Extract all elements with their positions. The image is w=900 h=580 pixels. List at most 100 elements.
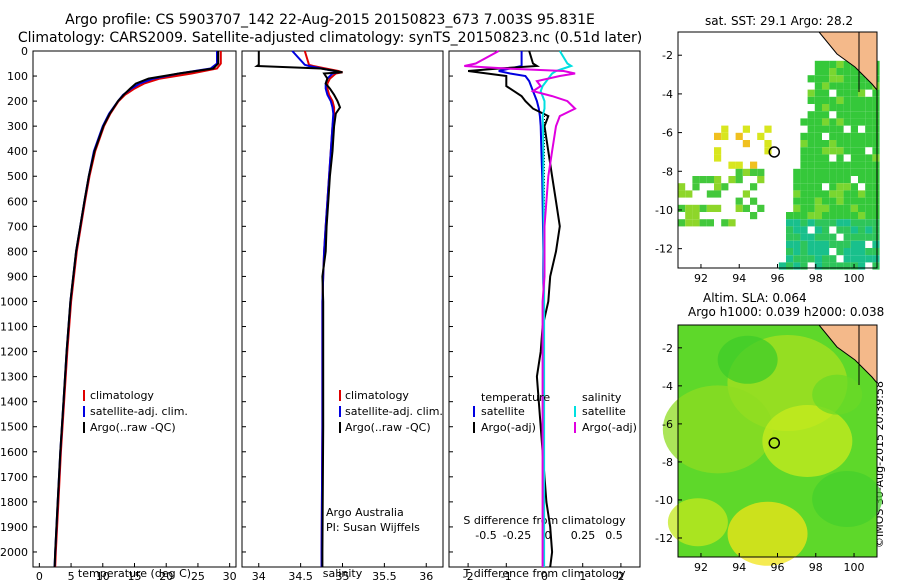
salinity-legend-label: climatology <box>345 389 409 402</box>
difference-tick-label: 0 <box>541 570 548 580</box>
temperature-tick-label: 25 <box>191 570 205 580</box>
map-lon-tick-label: 94 <box>732 272 746 285</box>
sst-pixel <box>714 154 722 162</box>
argo-australia-note: Argo Australia <box>326 506 404 519</box>
sst-pixel <box>822 60 830 68</box>
sst-pixel <box>865 168 873 176</box>
legend-heading-salinity: salinity <box>582 391 622 404</box>
sst-pixel <box>742 125 750 133</box>
difference-line-s-satellite <box>539 50 574 567</box>
sst-pixel <box>750 168 758 176</box>
temperature-legend-label: satellite-adj. clim. <box>90 405 188 418</box>
sst-pixel <box>735 176 743 184</box>
map-lat-tick-label: -10 <box>655 494 673 507</box>
sla-anomaly-blob <box>762 405 853 477</box>
map-lon-tick-label: 100 <box>844 272 865 285</box>
sst-pixel <box>735 161 743 169</box>
sst-pixel <box>728 161 736 169</box>
salinity-tick-label: 36 <box>419 570 433 580</box>
sst-pixel <box>850 111 858 119</box>
sst-pixel <box>843 183 851 191</box>
depth-tick-label: 2000 <box>0 546 28 559</box>
sst-pixel <box>850 219 858 227</box>
sst-pixel <box>800 183 808 191</box>
sst-pixel <box>735 204 743 212</box>
sst-pixel <box>714 176 722 184</box>
sst-pixel <box>807 219 815 227</box>
sst-pixel <box>764 140 772 148</box>
sst-pixel <box>793 197 801 205</box>
temperature-tick-label: 15 <box>128 570 142 580</box>
sst-pixel <box>829 262 837 270</box>
map-lat-tick-label: -12 <box>655 532 673 545</box>
sst-pixel <box>858 262 866 270</box>
sst-pixel <box>865 219 873 227</box>
sst-pixel <box>858 147 866 155</box>
sst-pixel <box>843 248 851 256</box>
sst-pixel <box>829 161 837 169</box>
sst-pixel <box>685 204 693 212</box>
sst-pixel <box>685 190 693 198</box>
sst-pixel <box>721 219 729 227</box>
sst-pixel <box>865 226 873 234</box>
sst-pixel <box>865 118 873 126</box>
sst-pixel <box>858 96 866 104</box>
sst-pixel <box>822 140 830 148</box>
sst-pixel <box>807 255 815 263</box>
map-lat-tick-label: -6 <box>662 127 673 140</box>
sst-pixel <box>829 204 837 212</box>
depth-tick-label: 500 <box>7 170 28 183</box>
sst-pixel <box>836 248 844 256</box>
sst-pixel <box>850 125 858 133</box>
sst-pixel <box>858 248 866 256</box>
sst-pixel <box>850 89 858 97</box>
sst-pixel <box>735 168 743 176</box>
sst-pixel <box>850 233 858 241</box>
sst-pixel <box>814 161 822 169</box>
sst-pixel <box>865 248 873 256</box>
sst-pixel <box>807 96 815 104</box>
depth-tick-label: 1200 <box>0 346 28 359</box>
sst-pixel <box>822 240 830 248</box>
sla-anomaly-blob <box>727 501 808 566</box>
sst-pixel <box>757 204 765 212</box>
sst-pixel <box>793 255 801 263</box>
temperature-line-climatology <box>54 51 222 568</box>
sla-anomaly-blob <box>717 335 778 384</box>
sst-pixel <box>742 190 750 198</box>
temperature-legend-label: Argo(..raw -QC) <box>90 421 176 434</box>
salinity-difference-tick-label: -0.5 <box>475 529 496 542</box>
sst-pixel <box>800 168 808 176</box>
sst-pixel <box>750 212 758 220</box>
sst-pixel <box>750 197 758 205</box>
salinity-difference-tick-label: 0.25 <box>571 529 596 542</box>
sst-pixel <box>692 212 700 220</box>
sst-pixel <box>836 262 844 270</box>
sst-pixel <box>757 176 765 184</box>
sst-pixel <box>728 219 736 227</box>
sst-pixel <box>872 226 880 234</box>
sst-pixel <box>836 118 844 126</box>
sst-pixel <box>836 104 844 112</box>
sla-anomaly-blob <box>667 498 728 547</box>
difference-legend-label: satellite <box>582 405 626 418</box>
sst-pixel <box>800 219 808 227</box>
sst-pixel <box>807 176 815 184</box>
depth-tick-label: 800 <box>7 245 28 258</box>
sst-pixel <box>822 82 830 90</box>
sst-pixel <box>793 233 801 241</box>
sst-pixel <box>836 96 844 104</box>
sst-pixel <box>872 197 880 205</box>
sst-pixel <box>721 183 729 191</box>
sst-pixel <box>829 190 837 198</box>
sst-pixel <box>843 161 851 169</box>
sst-pixel <box>843 89 851 97</box>
legend-heading-temperature: temperature <box>481 391 550 404</box>
difference-tick-label: -1 <box>501 570 512 580</box>
salinity-line-argo-raw-qc- <box>254 51 343 567</box>
sst-pixel <box>807 240 815 248</box>
sst-pixel <box>872 212 880 220</box>
sst-pixel <box>814 226 822 234</box>
depth-tick-label: 1600 <box>0 446 28 459</box>
sst-pixel <box>814 118 822 126</box>
